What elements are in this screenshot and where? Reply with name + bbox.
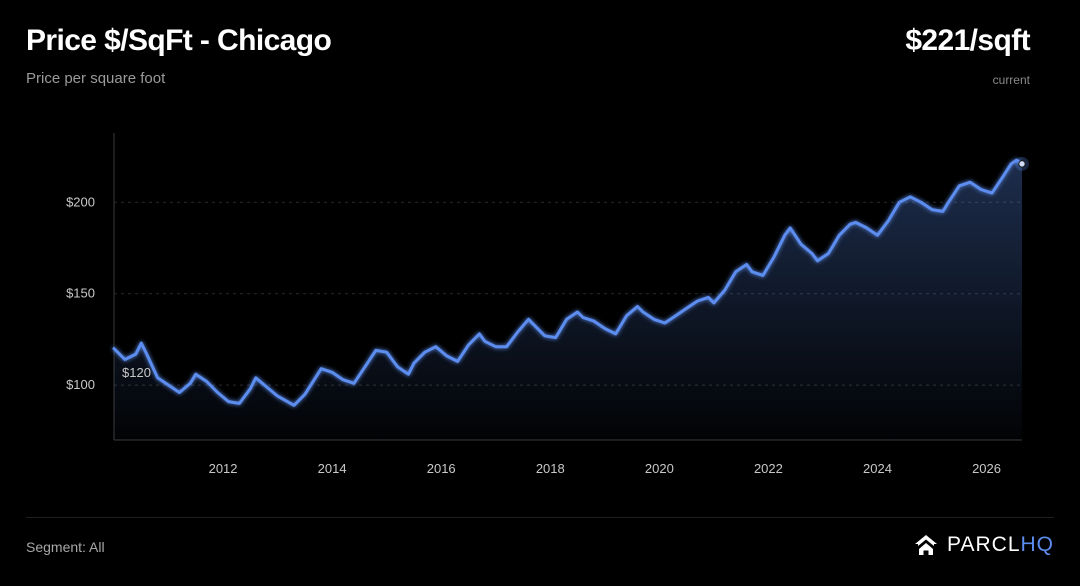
- brand-name-main: PARCL: [947, 533, 1021, 556]
- footer-divider: [26, 517, 1054, 518]
- end-point-marker: [1018, 160, 1026, 168]
- brand-name: PARCLHQ: [947, 533, 1054, 557]
- x-tick-label: 2014: [318, 461, 347, 476]
- y-tick-label: $200: [66, 194, 95, 209]
- x-tick-label: 2026: [972, 461, 1001, 476]
- house-icon: [915, 535, 938, 555]
- brand-name-suffix: HQ: [1020, 533, 1054, 556]
- series-area: [114, 160, 1022, 440]
- x-tick-label: 2018: [536, 461, 565, 476]
- series-line: [112, 158, 1024, 407]
- start-value-label: $120: [122, 365, 151, 380]
- x-tick-label: 2024: [863, 461, 892, 476]
- chart-title: Price $/SqFt - Chicago: [26, 24, 332, 57]
- current-price-label: current: [992, 73, 1030, 87]
- y-tick-label: $150: [66, 286, 95, 301]
- x-tick-label: 2020: [645, 461, 674, 476]
- x-tick-label: 2016: [427, 461, 456, 476]
- brand-logo: PARCLHQ: [913, 533, 1054, 557]
- current-price-value: $221/sqft: [905, 24, 1030, 57]
- y-tick-label: $100: [66, 377, 95, 392]
- x-tick-label: 2012: [209, 461, 238, 476]
- segment-label: Segment: All: [26, 539, 105, 555]
- chart-subtitle: Price per square foot: [26, 70, 166, 87]
- x-tick-label: 2022: [754, 461, 783, 476]
